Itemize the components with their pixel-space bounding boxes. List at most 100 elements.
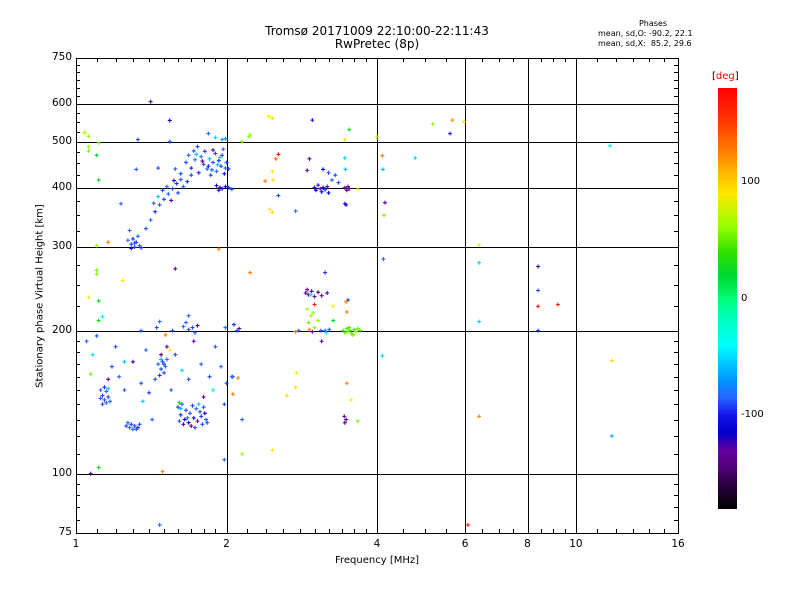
data-point [122, 359, 127, 364]
data-point [167, 348, 172, 353]
data-point [344, 202, 349, 207]
colorbar-label-text: deg [715, 71, 735, 82]
data-point [106, 240, 111, 245]
phase-stats-o-mode: mean, sd,O: -90.2, 22.1 [598, 29, 693, 38]
data-point [193, 157, 198, 162]
data-point [181, 324, 186, 329]
data-point [293, 209, 298, 214]
data-point [215, 162, 220, 167]
data-point [180, 402, 185, 407]
data-point [217, 185, 222, 190]
data-point [270, 169, 275, 174]
data-point [201, 395, 206, 400]
data-point [96, 140, 101, 145]
data-point [270, 116, 275, 121]
data-point [325, 184, 330, 189]
data-point [312, 294, 317, 299]
data-point [199, 414, 204, 419]
data-point [240, 451, 245, 456]
data-point [213, 344, 218, 349]
data-point [247, 134, 252, 139]
data-point [450, 118, 455, 123]
data-point [100, 393, 105, 398]
data-point [331, 318, 336, 323]
data-point [163, 332, 168, 337]
data-point [117, 374, 122, 379]
data-point [353, 329, 358, 334]
data-point [164, 357, 169, 362]
data-point [170, 328, 175, 333]
data-point [163, 364, 168, 369]
data-point [308, 313, 313, 318]
data-point [355, 326, 360, 331]
data-point [230, 374, 235, 379]
data-point [113, 344, 118, 349]
data-point [86, 148, 91, 153]
data-point [191, 148, 196, 153]
data-point [190, 403, 195, 408]
data-point [151, 201, 156, 206]
data-point [310, 329, 315, 334]
y-tick-label: 75 [58, 526, 72, 538]
data-point [222, 457, 227, 462]
data-point [86, 295, 91, 300]
data-point [167, 139, 172, 144]
data-point [129, 246, 134, 251]
data-point [340, 328, 345, 333]
data-point [148, 217, 153, 222]
data-point [221, 147, 226, 152]
phase-stats-x-mode: mean, sd,X: 85.2, 29.6 [598, 39, 692, 48]
data-point [349, 397, 354, 402]
data-point [181, 422, 186, 427]
data-point [477, 414, 482, 419]
data-point [86, 144, 91, 149]
x-tick-label: 16 [671, 538, 685, 550]
data-point [284, 393, 289, 398]
data-point [325, 291, 330, 296]
data-point [270, 210, 275, 215]
data-point [229, 187, 234, 192]
data-point [344, 381, 349, 386]
x-tick-label: 8 [524, 538, 531, 550]
data-point [220, 186, 225, 191]
data-point [157, 319, 162, 324]
data-point [139, 328, 144, 333]
data-point [177, 400, 182, 405]
data-point [226, 166, 231, 171]
data-point [195, 144, 200, 149]
data-point [316, 290, 321, 295]
data-point [355, 419, 360, 424]
data-point [319, 339, 324, 344]
data-point [196, 402, 201, 407]
data-point [84, 339, 89, 344]
data-point [156, 362, 161, 367]
data-point [263, 179, 268, 184]
data-point [173, 352, 178, 357]
data-point [214, 183, 219, 188]
data-point [129, 242, 134, 247]
data-point [164, 184, 169, 189]
data-point [609, 434, 614, 439]
data-point [326, 190, 331, 195]
data-point [217, 155, 222, 160]
data-point [193, 425, 198, 430]
data-point [477, 260, 482, 265]
y-tick-label: 200 [51, 323, 72, 336]
data-point [375, 134, 379, 139]
data-point [202, 411, 207, 416]
data-point [106, 377, 111, 382]
x-tick-label: 2 [223, 538, 230, 550]
data-point [166, 191, 171, 196]
data-point [132, 423, 137, 428]
data-point [329, 178, 334, 183]
data-point [127, 228, 132, 233]
colorbar-tick-label: 100 [741, 175, 761, 187]
data-point [323, 328, 328, 333]
colorbar-gradient [718, 88, 737, 509]
data-point [162, 370, 167, 375]
data-point [100, 314, 105, 319]
data-point [319, 189, 324, 194]
data-point [347, 325, 352, 330]
data-point [106, 386, 111, 391]
